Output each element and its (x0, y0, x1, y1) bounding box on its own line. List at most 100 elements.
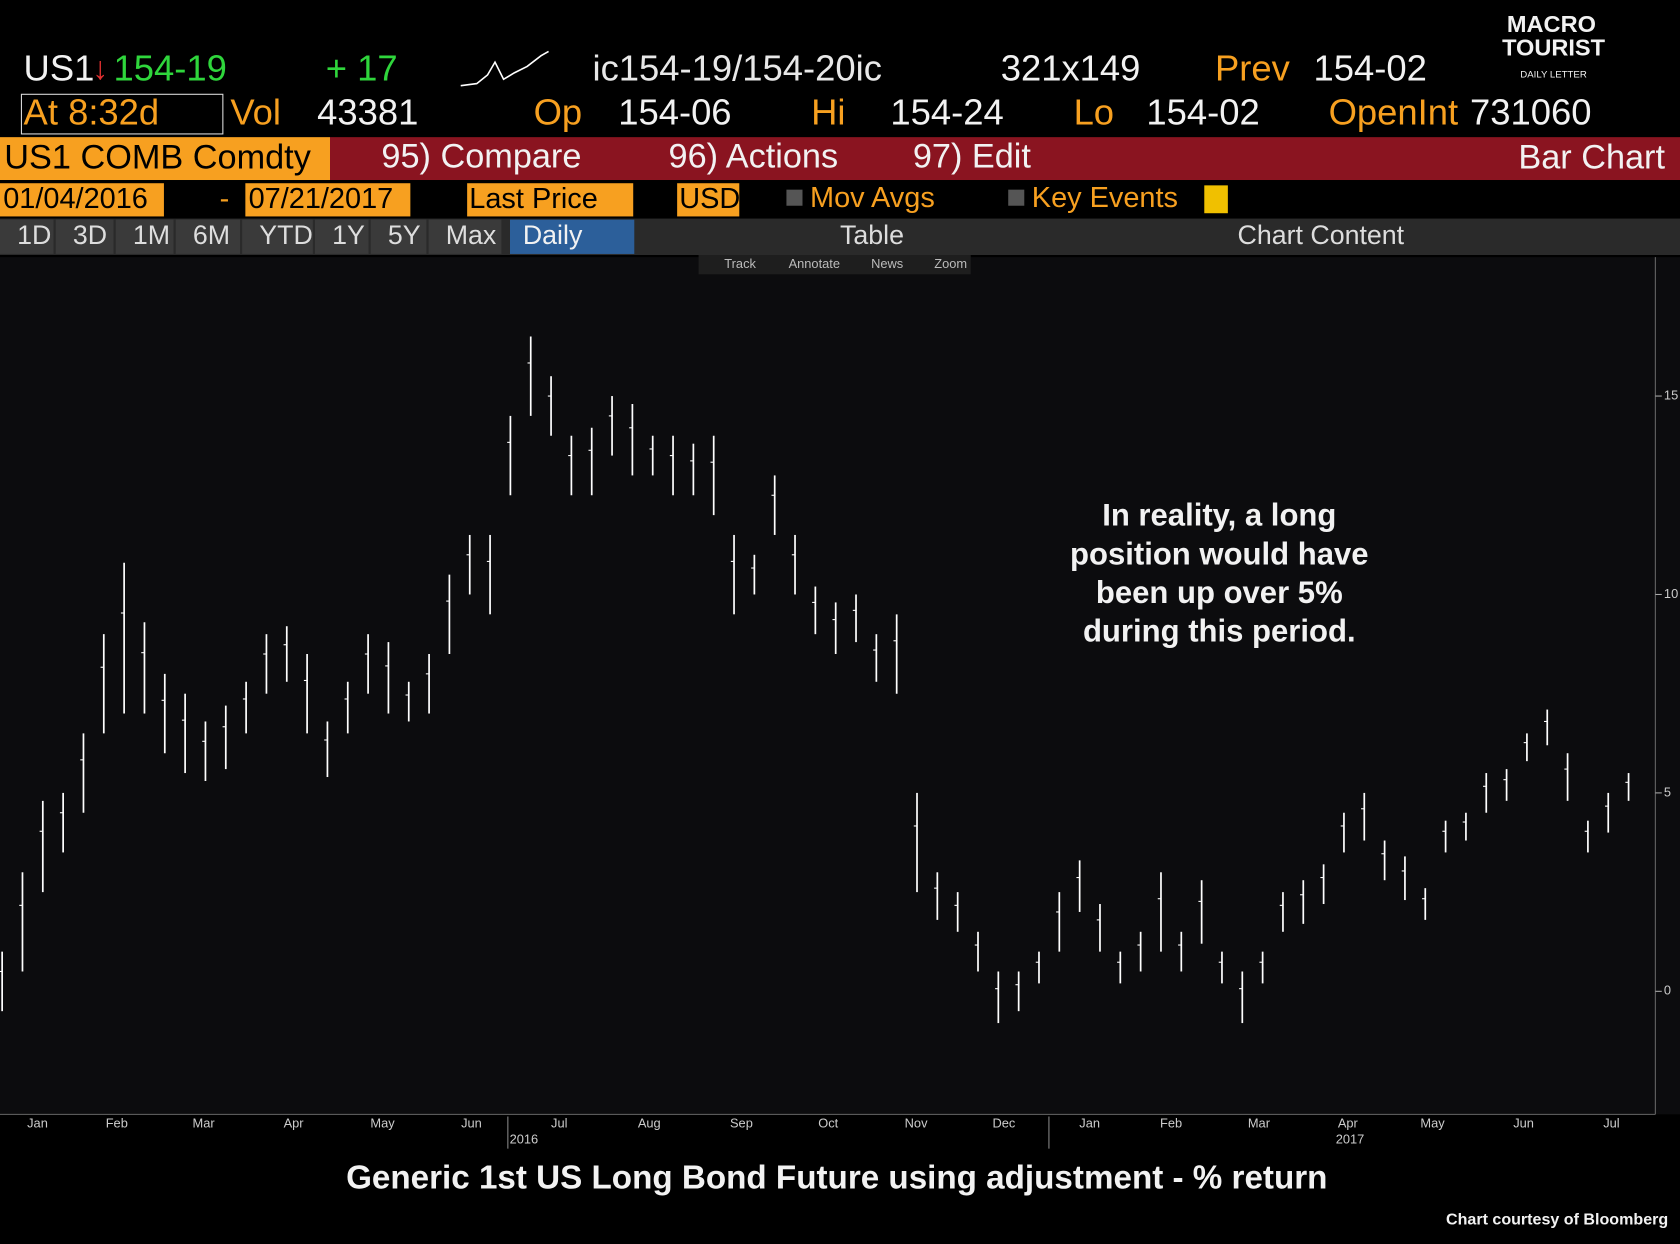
y-tick-label: 15 (1664, 387, 1678, 402)
annotation: position would have (1070, 536, 1369, 571)
hi: 154-24 (890, 91, 1003, 132)
period-button[interactable] (55, 219, 114, 254)
x-tick-label: Mar (1248, 1115, 1271, 1130)
period-button[interactable] (370, 219, 427, 254)
chart-title: Generic 1st US Long Bond Future using ad… (346, 1159, 1327, 1196)
change: + 17 (326, 47, 398, 88)
field-box (467, 183, 634, 217)
x-tick-label: Nov (905, 1115, 928, 1130)
y-tick-label: 5 (1664, 784, 1671, 799)
x-tick-label: Oct (818, 1115, 838, 1130)
field-box (245, 183, 411, 217)
x-tick-label: Apr (1338, 1115, 1359, 1130)
lo-label: Lo (1074, 91, 1114, 132)
prev-label: Prev (1215, 47, 1291, 88)
last-price: 154-19 (114, 47, 227, 88)
period-button[interactable] (0, 219, 54, 254)
tool[interactable]: Annotate (789, 256, 840, 271)
frequency-button[interactable] (510, 219, 635, 254)
ticker: US1 (24, 47, 95, 88)
checkbox[interactable] (786, 189, 803, 206)
x-tick-label: Jun (461, 1115, 482, 1130)
start-date[interactable]: 01/04/2016 (3, 183, 148, 215)
x-tick-label: Jul (1603, 1115, 1619, 1130)
period[interactable]: YTD (259, 220, 313, 250)
x-tick-label: Aug (638, 1115, 661, 1130)
chart-content[interactable]: Chart Content (1238, 220, 1405, 250)
open: 154-06 (618, 91, 731, 132)
sparkline (460, 50, 549, 87)
x-tick-label: May (1420, 1115, 1445, 1130)
view: Bar Chart (1518, 139, 1665, 177)
year-label: 2017 (1336, 1131, 1365, 1146)
field-box (0, 183, 164, 217)
period[interactable]: 1Y (332, 220, 365, 250)
time-box (20, 93, 224, 135)
end-date[interactable]: 07/21/2017 (249, 183, 394, 215)
tool-strip (698, 255, 971, 275)
period-button[interactable] (242, 219, 313, 254)
credit: Chart courtesy of Bloomberg (1446, 1211, 1668, 1229)
field[interactable]: Last Price (469, 183, 598, 215)
logo: DAILY LETTER (1520, 70, 1587, 81)
tool[interactable]: Zoom (934, 256, 967, 271)
time: At 8:32d (24, 91, 160, 132)
period[interactable]: 1M (133, 220, 170, 250)
period-button[interactable] (175, 219, 240, 254)
annotation: during this period. (1083, 613, 1356, 648)
prev: 154-02 (1314, 47, 1427, 88)
x-tick-label: Feb (106, 1115, 128, 1130)
period[interactable]: 1D (17, 220, 51, 250)
menu[interactable]: 97) Edit (913, 138, 1032, 176)
x-tick-label: Feb (1160, 1115, 1182, 1130)
period[interactable]: 5Y (388, 220, 421, 250)
size: 321x149 (1001, 47, 1141, 88)
vol: 43381 (317, 91, 418, 132)
period[interactable]: 3D (73, 220, 107, 250)
frequency[interactable]: Daily (523, 220, 583, 250)
option[interactable]: Key Events (1032, 182, 1178, 214)
table[interactable]: Table (840, 220, 904, 250)
y-tick-label: 0 (1664, 983, 1671, 998)
period[interactable]: 6M (193, 220, 230, 250)
oi-label: OpenInt (1329, 91, 1459, 132)
bid-ask: ic154-19/154-20ic (593, 47, 882, 88)
checkbox[interactable] (1008, 189, 1025, 206)
annotation: In reality, a long (1102, 498, 1336, 533)
hi-label: Hi (811, 91, 845, 132)
x-tick-label: Apr (284, 1115, 305, 1130)
x-tick-label: Sep (730, 1115, 753, 1130)
tool[interactable]: Track (724, 256, 756, 271)
lo: 154-02 (1146, 91, 1259, 132)
menu[interactable]: 95) Compare (381, 138, 581, 176)
menu-bar (330, 137, 1680, 181)
x-tick-label: Jun (1513, 1115, 1534, 1130)
x-tick-label: Dec (993, 1115, 1016, 1130)
menu[interactable]: 96) Actions (669, 138, 839, 176)
security-box (0, 137, 330, 181)
period-button[interactable] (315, 219, 369, 254)
period[interactable]: Max (446, 220, 497, 250)
period-button[interactable] (428, 219, 502, 254)
separator: - (220, 183, 230, 215)
open-label: Op (534, 91, 583, 132)
x-tick-label: Jan (1079, 1115, 1100, 1130)
oi: 731060 (1470, 91, 1591, 132)
y-tick-label: 10 (1664, 586, 1678, 601)
x-tick-label: May (370, 1115, 395, 1130)
security: US1 COMB Comdty (4, 139, 311, 177)
vol-label: Vol (230, 91, 281, 132)
x-tick-label: Jul (551, 1115, 567, 1130)
period-button[interactable] (115, 219, 174, 254)
annotation: been up over 5% (1096, 575, 1343, 610)
year-label: 2016 (510, 1131, 539, 1146)
logo: TOURIST (1502, 35, 1606, 61)
tool[interactable]: News (871, 256, 903, 271)
down-arrow: ↓ (92, 50, 108, 86)
x-tick-label: Mar (193, 1115, 216, 1130)
currency[interactable]: USD (679, 183, 740, 215)
x-tick-label: Jan (27, 1115, 48, 1130)
option[interactable]: Mov Avgs (810, 182, 935, 214)
